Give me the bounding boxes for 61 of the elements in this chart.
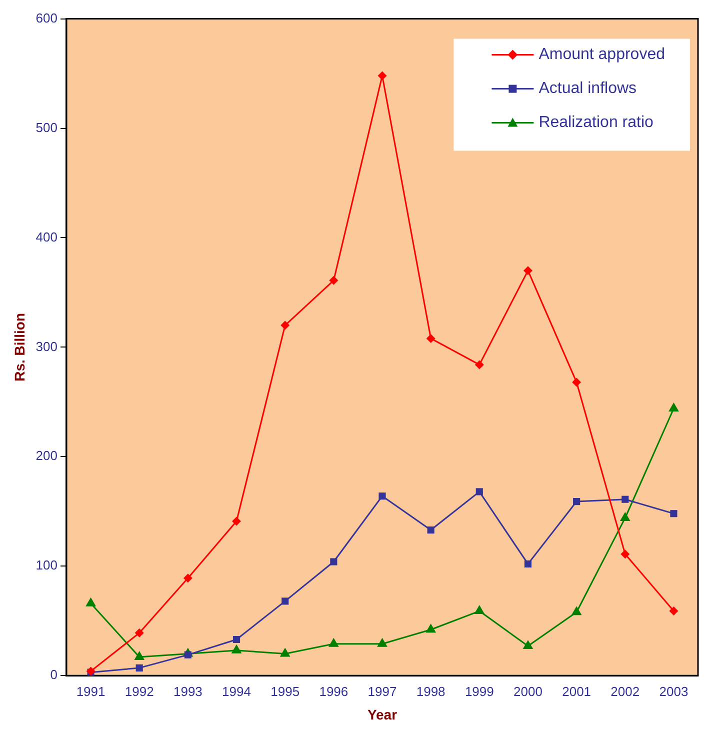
point	[377, 638, 388, 647]
x-tick-label: 1991	[76, 684, 106, 699]
x-tick-label: 1998	[416, 684, 446, 699]
point	[134, 628, 144, 638]
x-tick-label: 1995	[270, 684, 300, 699]
y-tick-label: 0	[50, 667, 58, 682]
point	[571, 606, 582, 616]
point	[86, 597, 96, 606]
legend-label: Actual inflows	[538, 80, 637, 98]
point	[474, 360, 484, 370]
y-tick-label: 100	[36, 558, 58, 573]
point	[427, 526, 434, 534]
y-tick-label: 500	[36, 120, 58, 135]
point	[282, 598, 289, 605]
point	[572, 378, 582, 387]
legend-label: Amount approved	[538, 46, 666, 64]
x-tick-label: 1994	[222, 684, 251, 699]
point	[134, 650, 145, 660]
point	[669, 606, 678, 616]
point	[522, 640, 534, 650]
y-tick-label: 200	[36, 448, 58, 464]
point	[232, 636, 240, 644]
point	[136, 664, 143, 672]
y-tick-label: 400	[36, 229, 58, 244]
x-tick-label: 1997	[368, 684, 397, 699]
point	[280, 648, 290, 657]
point	[330, 558, 338, 566]
y-tick-label: 600	[36, 10, 58, 26]
point	[620, 550, 630, 559]
point	[328, 638, 339, 647]
point	[474, 605, 485, 614]
x-tick-label: 1993	[173, 684, 202, 699]
point	[426, 334, 436, 343]
point	[670, 510, 678, 518]
point	[523, 266, 532, 276]
x-tick-label: 1999	[464, 684, 494, 699]
point	[476, 488, 483, 496]
x-tick-label: 2003	[659, 684, 688, 699]
point	[426, 624, 436, 633]
point	[668, 402, 679, 412]
point	[524, 560, 532, 568]
point	[232, 516, 242, 526]
point	[378, 492, 386, 500]
x-tick-label: 2002	[610, 684, 640, 699]
legend-label: Realization ratio	[538, 114, 654, 132]
y-tick-label: 300	[36, 338, 58, 354]
y-axis-title: Rs. Billion	[11, 312, 28, 382]
point	[280, 320, 290, 330]
x-tick-label: 1992	[124, 684, 154, 699]
point	[329, 276, 338, 285]
point	[378, 71, 387, 80]
point	[183, 574, 192, 583]
x-tick-label: 1996	[319, 684, 348, 699]
x-axis-title: Year	[367, 706, 398, 722]
point	[184, 651, 192, 658]
x-tick-label: 2001	[562, 684, 592, 699]
point	[620, 512, 630, 521]
point	[231, 644, 242, 654]
point	[622, 496, 629, 503]
x-tick-label: 2000	[514, 684, 542, 699]
point	[573, 498, 580, 506]
